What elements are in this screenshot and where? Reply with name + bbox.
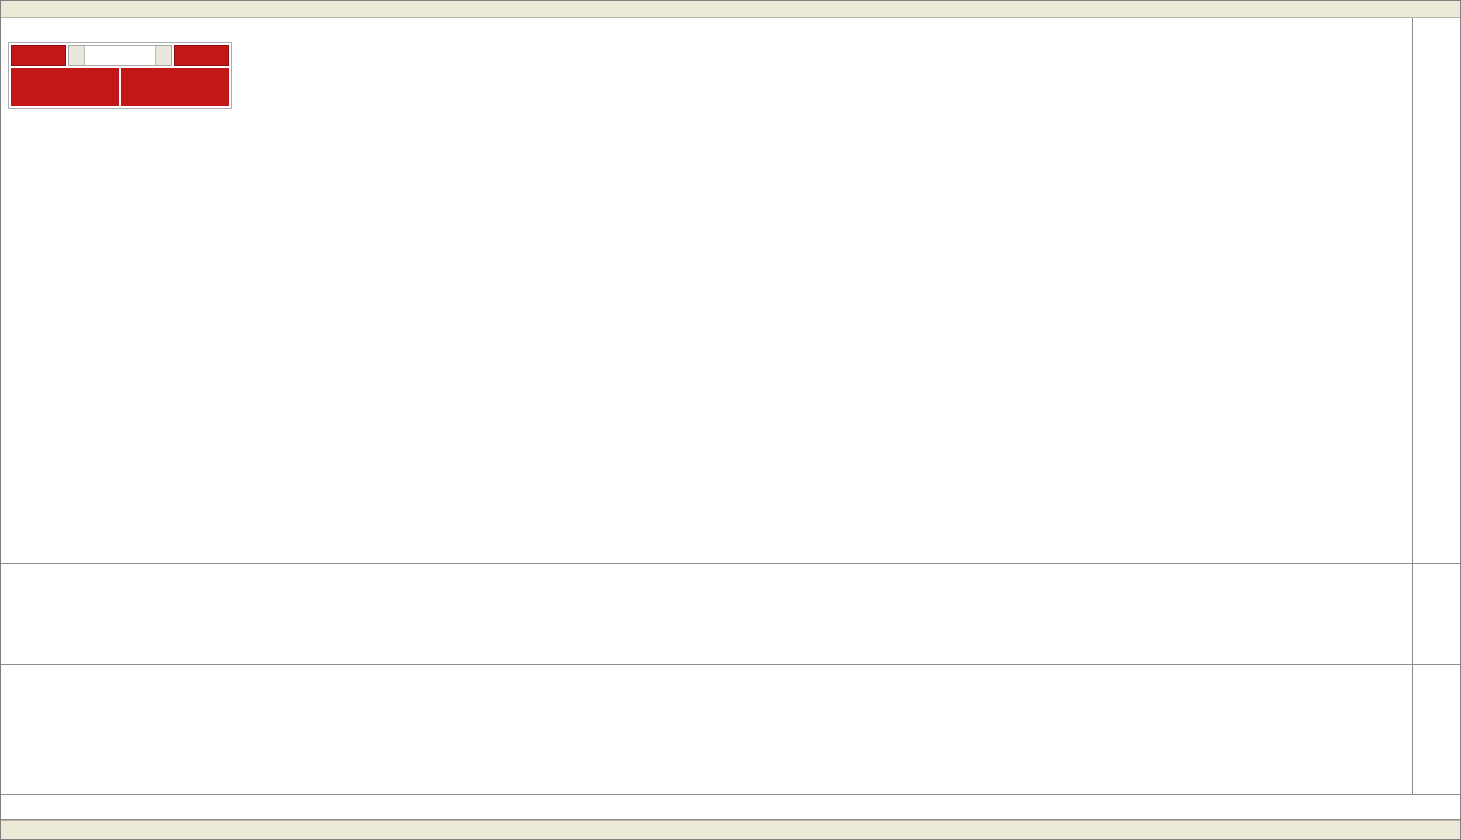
panel-separator[interactable]: [1, 794, 1460, 795]
macd-label: [7, 566, 19, 578]
rsi-axis: [1412, 665, 1460, 794]
volume-field-group: [68, 45, 172, 66]
volume-decrease-button[interactable]: [69, 46, 85, 65]
one-click-trading-panel: [8, 42, 232, 109]
rsi-panel: [1, 665, 1412, 794]
timeframe-toolbar: [1, 1, 1460, 18]
panel-separator[interactable]: [1, 563, 1460, 564]
chart-title: [7, 24, 17, 36]
buy-button[interactable]: [174, 45, 229, 66]
chart-tab-bar: [1, 820, 1460, 839]
sell-price-display[interactable]: [11, 68, 119, 106]
volume-increase-button[interactable]: [155, 46, 171, 65]
sell-button[interactable]: [11, 45, 66, 66]
macd-panel: [1, 564, 1412, 664]
buy-price-display[interactable]: [121, 68, 229, 106]
date-axis: [1, 795, 1460, 819]
macd-axis: [1412, 564, 1460, 664]
rsi-canvas[interactable]: [1, 665, 1412, 794]
price-chart-panel: [1, 18, 1412, 563]
panel-separator: [1, 819, 1460, 820]
panel-separator[interactable]: [1, 664, 1460, 665]
rsi-label: [7, 667, 13, 679]
price-chart-canvas[interactable]: [1, 18, 1412, 563]
price-axis: [1412, 18, 1460, 563]
volume-input[interactable]: [85, 46, 155, 65]
macd-canvas[interactable]: [1, 564, 1412, 664]
